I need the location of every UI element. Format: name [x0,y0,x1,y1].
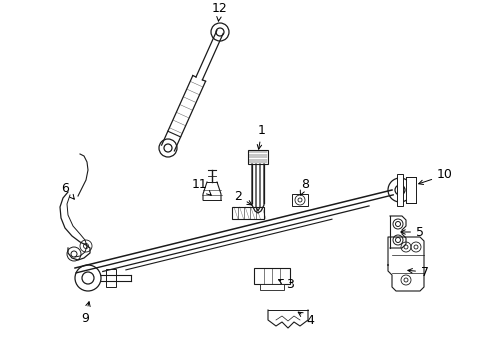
Text: 10: 10 [418,168,452,184]
Text: 1: 1 [257,123,265,149]
Bar [253,268,289,284]
Text: 4: 4 [298,312,313,327]
Text: 8: 8 [300,179,308,195]
Text: 5: 5 [400,225,423,238]
Bar [405,177,415,203]
Text: 9: 9 [81,302,90,324]
Text: 6: 6 [61,181,74,199]
Text: 12: 12 [212,1,227,21]
Bar [106,269,116,287]
Text: 7: 7 [407,266,428,279]
Bar [260,284,284,290]
Text: 3: 3 [278,279,293,292]
Bar [247,150,267,164]
Bar [291,194,307,206]
Text: 2: 2 [234,189,251,205]
Bar [396,174,402,206]
Text: 11: 11 [192,179,211,195]
Bar [231,207,264,219]
